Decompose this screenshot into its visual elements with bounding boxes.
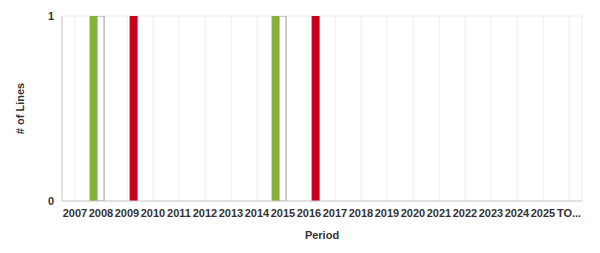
- svg-text:2024: 2024: [505, 207, 530, 219]
- svg-text:2007: 2007: [63, 207, 87, 219]
- svg-text:2014: 2014: [245, 207, 270, 219]
- svg-text:2012: 2012: [193, 207, 217, 219]
- svg-text:2025: 2025: [531, 207, 555, 219]
- svg-text:1: 1: [48, 10, 54, 22]
- svg-text:2013: 2013: [219, 207, 243, 219]
- svg-text:2018: 2018: [349, 207, 373, 219]
- svg-text:2021: 2021: [427, 207, 451, 219]
- svg-text:2020: 2020: [401, 207, 425, 219]
- svg-text:Period: Period: [305, 229, 339, 241]
- svg-text:2019: 2019: [375, 207, 399, 219]
- svg-text:2008: 2008: [89, 207, 113, 219]
- svg-text:2022: 2022: [453, 207, 477, 219]
- svg-text:2015: 2015: [271, 207, 295, 219]
- svg-text:2009: 2009: [115, 207, 139, 219]
- svg-text:TO...: TO...: [557, 207, 581, 219]
- svg-text:2011: 2011: [167, 207, 191, 219]
- svg-text:2010: 2010: [141, 207, 165, 219]
- svg-text:2016: 2016: [297, 207, 321, 219]
- svg-text:# of Lines: # of Lines: [14, 83, 26, 134]
- svg-text:0: 0: [48, 195, 54, 207]
- svg-text:2017: 2017: [323, 207, 347, 219]
- svg-text:2023: 2023: [479, 207, 503, 219]
